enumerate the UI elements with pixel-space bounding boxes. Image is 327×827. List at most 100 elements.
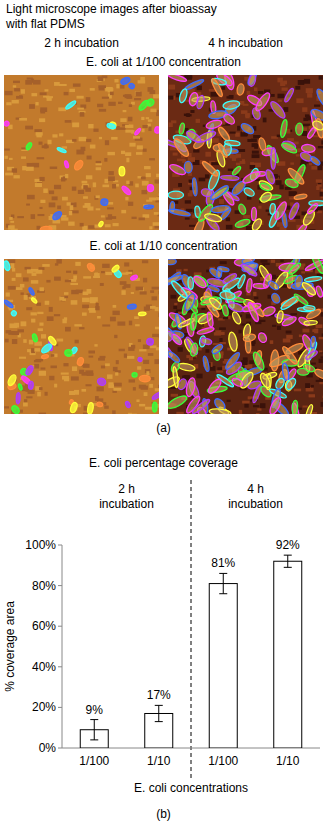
bacterium [128, 83, 135, 90]
texture [318, 166, 323, 170]
texture [16, 287, 23, 290]
texture [89, 356, 94, 358]
texture [155, 327, 159, 330]
bacterium [220, 175, 239, 181]
error-cap [90, 739, 98, 740]
bacterium [170, 279, 189, 299]
texture [70, 205, 74, 210]
panel-title: with flat PDMS [5, 17, 85, 31]
bacterium [288, 262, 302, 276]
texture [148, 126, 151, 131]
texture [227, 400, 231, 402]
texture [83, 364, 90, 368]
bacterium [258, 372, 272, 389]
texture [152, 334, 159, 337]
texture [137, 366, 141, 369]
texture [19, 118, 27, 121]
texture [223, 317, 228, 320]
texture [244, 403, 248, 407]
bacterium [4, 299, 14, 309]
texture [26, 167, 34, 171]
texture [88, 351, 95, 354]
texture [150, 306, 156, 309]
texture [69, 211, 72, 215]
texture [143, 278, 147, 283]
error-cap [155, 721, 163, 722]
texture [309, 163, 312, 165]
texture [55, 263, 58, 265]
texture [25, 267, 31, 270]
texture [139, 218, 145, 221]
texture [113, 223, 119, 226]
texture [239, 410, 242, 414]
bacterium [211, 343, 224, 355]
texture [12, 168, 17, 172]
texture [4, 406, 9, 408]
texture [247, 91, 251, 95]
texture [258, 206, 261, 209]
texture [6, 102, 11, 105]
bacterium [120, 76, 131, 85]
texture [104, 406, 109, 409]
bacterium [310, 259, 323, 274]
texture [5, 91, 13, 95]
texture [302, 329, 309, 333]
texture [321, 140, 323, 144]
texture [131, 102, 135, 105]
micrograph-background [168, 75, 323, 230]
bacterium [4, 260, 11, 271]
texture [108, 382, 113, 385]
texture [9, 158, 13, 160]
texture [153, 222, 159, 226]
texture [90, 297, 98, 302]
texture [101, 366, 105, 369]
bacterium [87, 402, 94, 414]
texture [290, 162, 294, 164]
texture [156, 174, 159, 177]
texture [80, 223, 84, 227]
texture [159, 193, 160, 195]
bacterium [288, 202, 301, 221]
bacterium [28, 287, 35, 296]
texture [83, 276, 91, 278]
texture [217, 332, 224, 335]
texture [279, 185, 283, 190]
texture [107, 207, 114, 209]
texture [308, 229, 315, 230]
bacterium [200, 188, 212, 198]
bacterium [304, 320, 318, 325]
x-axis-label: E. coli concentrations [134, 781, 248, 795]
bacterium [304, 276, 322, 283]
texture [134, 316, 139, 319]
y-tick-label: 20% [32, 700, 56, 714]
texture [19, 357, 26, 359]
texture [31, 319, 35, 323]
texture [305, 383, 310, 388]
texture [254, 144, 258, 149]
bacterium [111, 264, 120, 273]
texture [176, 412, 183, 414]
texture [316, 179, 322, 182]
texture [44, 89, 48, 91]
texture [286, 331, 292, 334]
bacterium [125, 401, 131, 408]
texture [150, 345, 156, 348]
bacterium [234, 218, 251, 229]
bacterium [197, 327, 215, 336]
texture [96, 167, 101, 170]
texture [223, 316, 231, 319]
texture [139, 349, 146, 351]
texture [108, 171, 113, 175]
bacterium [292, 400, 298, 414]
texture [136, 287, 144, 291]
texture [26, 307, 32, 310]
bacterium [283, 87, 294, 102]
figure: Light microscope images after bioassaywi… [0, 0, 327, 827]
texture [102, 185, 109, 188]
texture [321, 312, 323, 316]
texture [79, 327, 84, 329]
bacterium [210, 78, 224, 98]
texture [129, 321, 132, 326]
texture [136, 152, 142, 155]
bacterium [248, 75, 257, 87]
